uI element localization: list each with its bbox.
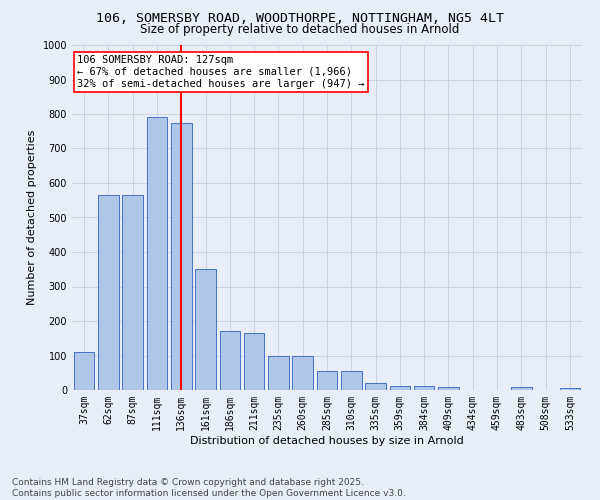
Text: Size of property relative to detached houses in Arnold: Size of property relative to detached ho… [140, 22, 460, 36]
Bar [74, 352, 94, 390]
Text: Contains HM Land Registry data © Crown copyright and database right 2025.
Contai: Contains HM Land Registry data © Crown c… [12, 478, 406, 498]
Bar [122, 195, 143, 390]
Bar [341, 371, 362, 390]
Bar [511, 387, 532, 390]
Bar [195, 269, 216, 390]
Bar [268, 356, 289, 390]
Bar [317, 371, 337, 390]
X-axis label: Distribution of detached houses by size in Arnold: Distribution of detached houses by size … [190, 436, 464, 446]
Bar [389, 386, 410, 390]
Text: 106 SOMERSBY ROAD: 127sqm
← 67% of detached houses are smaller (1,966)
32% of se: 106 SOMERSBY ROAD: 127sqm ← 67% of detac… [77, 56, 365, 88]
Text: 106, SOMERSBY ROAD, WOODTHORPE, NOTTINGHAM, NG5 4LT: 106, SOMERSBY ROAD, WOODTHORPE, NOTTINGH… [96, 12, 504, 26]
Y-axis label: Number of detached properties: Number of detached properties [27, 130, 37, 305]
Bar [365, 383, 386, 390]
Bar [98, 195, 119, 390]
Bar [244, 333, 265, 390]
Bar [292, 356, 313, 390]
Bar [146, 118, 167, 390]
Bar [414, 386, 434, 390]
Bar [220, 332, 240, 390]
Bar [560, 388, 580, 390]
Bar [171, 122, 191, 390]
Bar [438, 386, 459, 390]
